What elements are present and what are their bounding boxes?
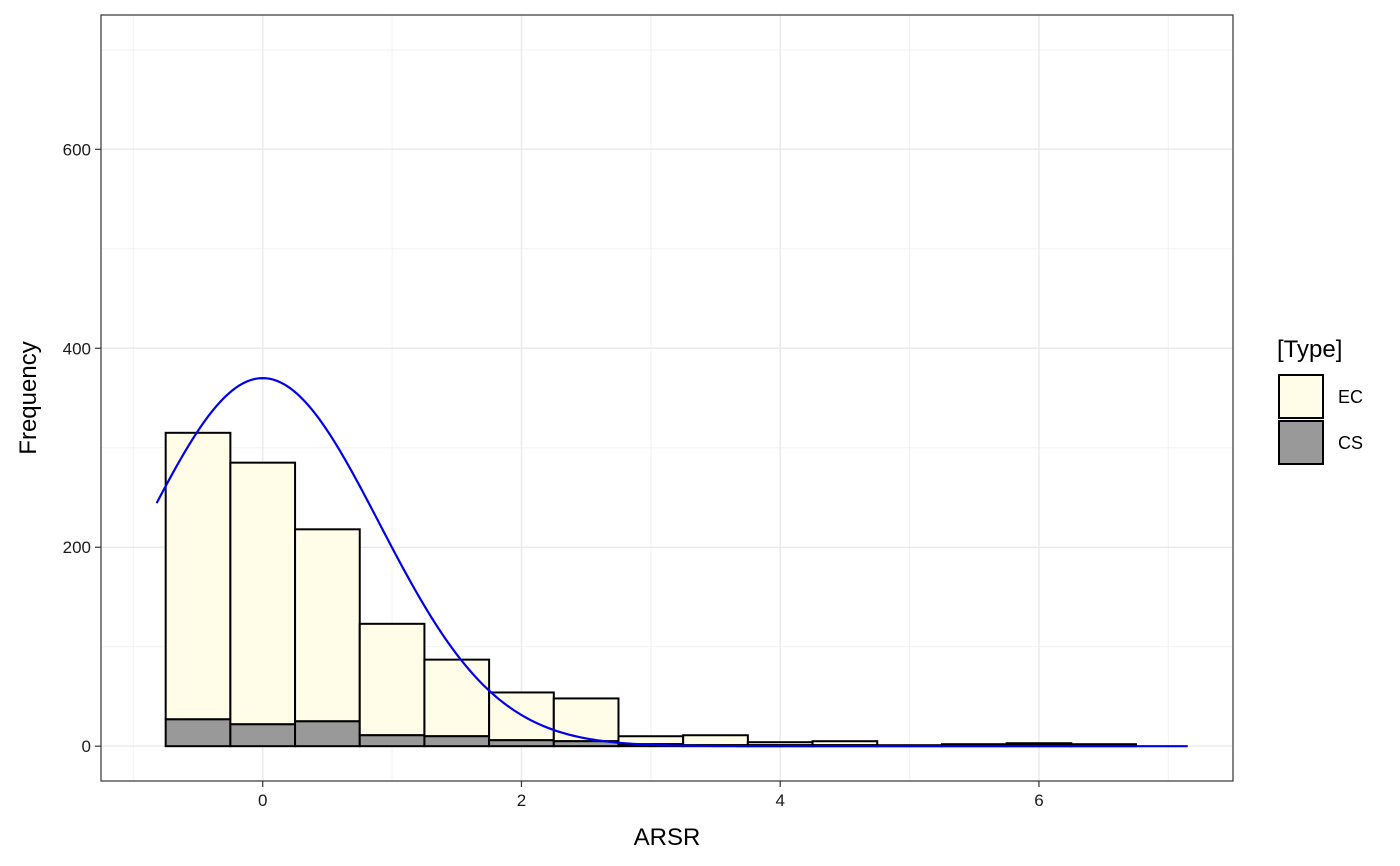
legend-items: EC CS xyxy=(1278,374,1363,465)
bar-cs xyxy=(229,723,297,748)
bar-ec xyxy=(682,734,749,747)
legend: [Type] EC CS xyxy=(1277,336,1363,465)
bar-cs xyxy=(164,718,232,748)
y-tick-label: 600 xyxy=(63,140,91,159)
x-axis-title: ARSR xyxy=(634,824,701,851)
bar-ec xyxy=(164,431,232,721)
bar-cs xyxy=(488,739,555,748)
legend-key-ec xyxy=(1278,374,1324,419)
legend-key-cs xyxy=(1278,420,1324,465)
bar-ec xyxy=(229,461,297,726)
bar-ec xyxy=(552,697,620,743)
x-tick-label: 2 xyxy=(517,791,526,810)
normal-curve xyxy=(155,377,1188,748)
plot-border xyxy=(100,14,1234,782)
bar-cs xyxy=(358,734,426,748)
y-tick-label: 0 xyxy=(82,737,91,756)
y-tick-label: 200 xyxy=(63,538,91,557)
bar-ec xyxy=(294,528,361,723)
bar-ec xyxy=(358,622,426,737)
histogram-bars xyxy=(164,431,1137,748)
x-tick-label: 4 xyxy=(775,791,784,810)
bar-ec xyxy=(423,658,491,738)
legend-title: [Type] xyxy=(1277,336,1342,363)
axes: 0 2 4 6 0 200 400 600 xyxy=(63,140,1044,810)
x-tick-label: 6 xyxy=(1034,791,1043,810)
legend-label-cs: CS xyxy=(1338,433,1363,453)
bar-cs xyxy=(294,720,361,748)
y-axis-title: Frequency xyxy=(15,341,42,454)
legend-label-ec: EC xyxy=(1338,387,1363,407)
bar-cs xyxy=(423,735,491,748)
plot-area xyxy=(100,14,1234,782)
x-tick-label: 0 xyxy=(258,791,267,810)
y-tick-label: 400 xyxy=(63,339,91,358)
